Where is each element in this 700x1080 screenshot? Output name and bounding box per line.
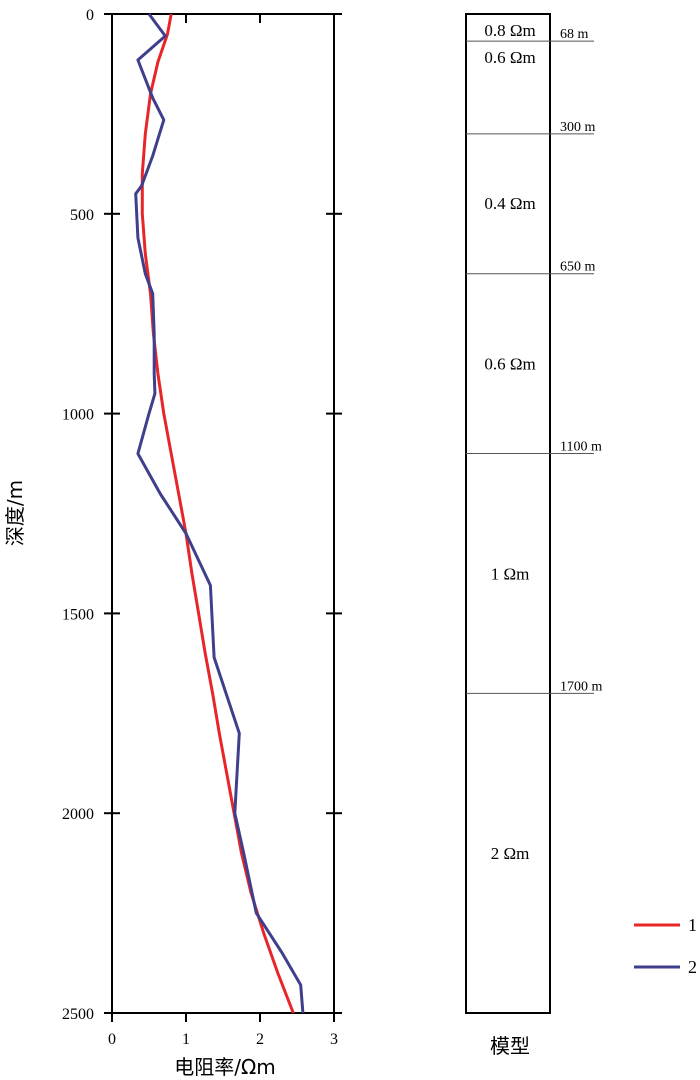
x-tick-label: 0 (108, 1031, 116, 1048)
layer-resistivity-label: 0.6 Ωm (484, 48, 535, 67)
x-axis-title: 电阻率/Ωm (174, 1055, 276, 1079)
y-tick-label: 0 (86, 7, 94, 24)
boundary-depth-label: 300 m (560, 120, 596, 135)
boundary-depth-label: 1700 m (560, 679, 603, 694)
series-1-line (140, 13, 295, 1014)
legend: 12 (634, 915, 697, 977)
model-column (465, 13, 551, 1014)
legend-label-1: 1 (688, 915, 697, 935)
legend-label-2: 2 (688, 957, 697, 977)
y-tick-label: 1500 (62, 606, 94, 623)
boundary-depth-label: 1100 m (560, 440, 602, 455)
y-tick-label: 2500 (62, 1006, 94, 1023)
layer-resistivity-label: 0.4 Ωm (484, 194, 535, 213)
x-tick-label: 1 (182, 1031, 190, 1048)
resistivity-axis: 0 1 2 3 (108, 14, 338, 1048)
plot-frame (111, 13, 335, 1014)
boundary-depth-label: 650 m (560, 260, 596, 275)
layer-resistivity-label: 0.6 Ωm (484, 355, 535, 374)
y-tick-label: 1000 (62, 407, 94, 424)
x-tick-label: 2 (256, 1031, 264, 1048)
y-tick-label: 2000 (62, 806, 94, 823)
y-axis-title: 深度/m (3, 480, 27, 546)
boundary-depth-label: 68 m (560, 27, 589, 42)
layer-resistivity-label: 2 Ωm (491, 844, 530, 863)
x-tick-label: 3 (330, 1031, 338, 1048)
depth-axis: 0 500 1000 1500 2000 2500 (62, 7, 342, 1023)
model-layers: 68 m 300 m 650 m 1100 m 1700 m 0.8 Ωm 0.6 Ωm 0.… (466, 21, 603, 863)
layer-resistivity-label: 1 Ωm (491, 564, 530, 583)
model-caption: 模型 (490, 1034, 530, 1058)
series-2-line (134, 13, 305, 1014)
y-tick-label: 500 (70, 207, 94, 224)
layer-resistivity-label: 0.8 Ωm (484, 21, 535, 40)
series-lines (134, 13, 305, 1014)
